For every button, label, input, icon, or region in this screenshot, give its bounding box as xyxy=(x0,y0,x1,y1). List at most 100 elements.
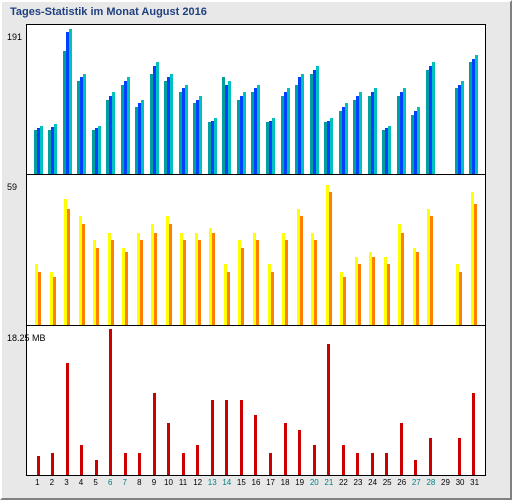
bar-anfragen xyxy=(112,92,115,174)
x-tick: 21 xyxy=(322,478,337,496)
chart-title: Tages-Statistik im Monat August 2016 xyxy=(10,6,207,18)
day-column xyxy=(321,175,336,324)
x-tick: 25 xyxy=(380,478,395,496)
day-column xyxy=(423,326,438,475)
bar-rechner xyxy=(125,252,128,324)
day-column xyxy=(452,175,467,324)
day-column xyxy=(191,25,206,174)
bar-volumen xyxy=(80,445,83,475)
day-column xyxy=(46,25,61,174)
bar-volumen xyxy=(298,430,301,475)
day-column xyxy=(379,326,394,475)
day-column xyxy=(176,326,191,475)
day-column xyxy=(249,175,264,324)
bar-volumen xyxy=(429,438,432,475)
bar-rechner xyxy=(111,240,114,324)
bar-volumen xyxy=(95,460,98,475)
day-column xyxy=(437,175,452,324)
day-column xyxy=(350,25,365,174)
bar-anfragen xyxy=(272,118,275,174)
bar-volumen xyxy=(225,400,228,475)
bar-rechner xyxy=(140,240,143,324)
day-column xyxy=(307,175,322,324)
day-column xyxy=(379,175,394,324)
bars-top xyxy=(27,25,485,174)
day-column xyxy=(365,25,380,174)
day-column xyxy=(423,175,438,324)
bar-rechner xyxy=(401,233,404,325)
day-column xyxy=(452,326,467,475)
bar-volumen xyxy=(327,344,330,475)
day-column xyxy=(365,326,380,475)
day-column xyxy=(147,326,162,475)
day-column xyxy=(118,326,133,475)
day-column xyxy=(307,326,322,475)
bar-volumen xyxy=(182,453,185,475)
bar-anfragen xyxy=(141,100,144,175)
bar-rechner xyxy=(416,252,419,324)
day-column xyxy=(336,175,351,324)
day-column xyxy=(104,25,119,174)
day-column xyxy=(75,326,90,475)
bar-rechner xyxy=(227,272,230,325)
day-column xyxy=(60,25,75,174)
day-column xyxy=(89,326,104,475)
day-column xyxy=(60,175,75,324)
day-column xyxy=(408,175,423,324)
day-column xyxy=(147,25,162,174)
bar-volumen xyxy=(124,453,127,475)
x-tick: 29 xyxy=(438,478,453,496)
day-column xyxy=(75,175,90,324)
day-column xyxy=(133,25,148,174)
bar-rechner xyxy=(256,240,259,324)
bar-volumen xyxy=(37,456,40,475)
day-column xyxy=(437,326,452,475)
bar-anfragen xyxy=(243,92,246,174)
day-column xyxy=(31,25,46,174)
bar-rechner xyxy=(96,248,99,325)
ylabel-top: 191 xyxy=(7,32,22,42)
ylabel-mid: 59 xyxy=(7,182,17,192)
bar-volumen xyxy=(458,438,461,475)
x-tick: 24 xyxy=(365,478,380,496)
day-column xyxy=(292,25,307,174)
panel-rechner-besuche: 59 xyxy=(26,174,486,325)
day-column xyxy=(220,326,235,475)
day-column xyxy=(321,326,336,475)
bar-rechner xyxy=(241,248,244,325)
chart-frame: Tages-Statistik im Monat August 2016 191… xyxy=(0,0,512,500)
day-column xyxy=(466,25,481,174)
day-column xyxy=(336,326,351,475)
bars-bot xyxy=(27,326,485,475)
day-column xyxy=(408,326,423,475)
bar-anfragen xyxy=(170,74,173,175)
bars-mid xyxy=(27,175,485,324)
bar-anfragen xyxy=(316,66,319,174)
day-column xyxy=(278,175,293,324)
x-tick: 9 xyxy=(147,478,162,496)
bar-anfragen xyxy=(127,77,130,174)
bar-rechner xyxy=(82,224,85,325)
bar-rechner xyxy=(67,209,70,325)
day-column xyxy=(220,25,235,174)
bar-anfragen xyxy=(475,55,478,174)
day-column xyxy=(89,175,104,324)
day-column xyxy=(118,175,133,324)
bar-anfragen xyxy=(287,88,290,174)
day-column xyxy=(249,326,264,475)
bar-anfragen xyxy=(432,62,435,174)
bar-anfragen xyxy=(214,118,217,174)
day-column xyxy=(176,25,191,174)
bar-rechner xyxy=(300,216,303,324)
bar-anfragen xyxy=(83,74,86,175)
day-column xyxy=(234,175,249,324)
day-column xyxy=(133,326,148,475)
bar-anfragen xyxy=(98,126,101,175)
bar-volumen xyxy=(284,423,287,475)
bar-rechner xyxy=(430,216,433,324)
bar-anfragen xyxy=(199,96,202,174)
panel-volumen: 18.25 MB xyxy=(26,325,486,476)
bar-rechner xyxy=(271,272,274,325)
bar-anfragen xyxy=(403,88,406,174)
bar-volumen xyxy=(342,445,345,475)
